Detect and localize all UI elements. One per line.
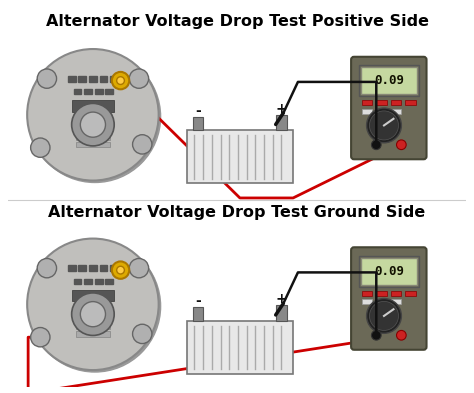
- Bar: [187, 130, 293, 184]
- Circle shape: [117, 77, 124, 84]
- Bar: [376, 299, 387, 304]
- Bar: [362, 299, 373, 304]
- Bar: [75, 323, 110, 329]
- Bar: [75, 141, 110, 147]
- Circle shape: [31, 138, 50, 157]
- Bar: [110, 76, 118, 81]
- Bar: [193, 117, 203, 130]
- FancyBboxPatch shape: [351, 247, 427, 350]
- Circle shape: [372, 140, 381, 150]
- Bar: [376, 109, 387, 114]
- Circle shape: [37, 259, 56, 278]
- Circle shape: [72, 103, 114, 146]
- Bar: [78, 265, 86, 271]
- Bar: [187, 321, 293, 374]
- Circle shape: [397, 140, 406, 150]
- Bar: [89, 265, 97, 271]
- Bar: [359, 66, 419, 96]
- Text: -: -: [195, 104, 201, 118]
- Text: 0.09: 0.09: [374, 74, 404, 88]
- Circle shape: [27, 49, 159, 180]
- Bar: [361, 68, 417, 94]
- Bar: [75, 134, 110, 140]
- Bar: [84, 89, 92, 94]
- Circle shape: [397, 331, 406, 340]
- Circle shape: [37, 69, 56, 88]
- Circle shape: [366, 299, 401, 333]
- Bar: [362, 291, 373, 296]
- Circle shape: [129, 69, 149, 88]
- Bar: [72, 290, 114, 301]
- Bar: [405, 291, 416, 296]
- Bar: [100, 76, 108, 81]
- Bar: [405, 100, 416, 105]
- Circle shape: [81, 112, 106, 137]
- Text: -: -: [195, 294, 201, 309]
- Circle shape: [133, 135, 152, 154]
- Bar: [78, 76, 86, 81]
- Circle shape: [117, 266, 124, 274]
- Bar: [68, 265, 75, 271]
- Circle shape: [81, 301, 106, 327]
- Bar: [391, 100, 401, 105]
- Bar: [193, 307, 203, 321]
- Bar: [376, 100, 387, 105]
- Bar: [75, 308, 110, 314]
- Bar: [75, 331, 110, 337]
- Circle shape: [369, 111, 399, 140]
- Circle shape: [72, 293, 114, 336]
- Bar: [391, 109, 401, 114]
- FancyBboxPatch shape: [351, 57, 427, 159]
- Bar: [362, 100, 373, 105]
- Circle shape: [369, 301, 399, 331]
- Circle shape: [366, 108, 401, 143]
- Text: Alternator Voltage Drop Test Ground Side: Alternator Voltage Drop Test Ground Side: [48, 205, 426, 220]
- Circle shape: [29, 241, 161, 372]
- Bar: [106, 89, 113, 94]
- Bar: [75, 118, 110, 124]
- Text: +: +: [276, 292, 287, 307]
- Text: +: +: [276, 102, 287, 116]
- Circle shape: [112, 72, 129, 89]
- Bar: [73, 89, 82, 94]
- Bar: [84, 279, 92, 284]
- Circle shape: [372, 331, 381, 340]
- Bar: [276, 115, 287, 130]
- Text: Alternator Voltage Drop Test Positive Side: Alternator Voltage Drop Test Positive Si…: [46, 15, 428, 29]
- Bar: [359, 256, 419, 287]
- Circle shape: [31, 327, 50, 347]
- Bar: [376, 291, 387, 296]
- Bar: [362, 109, 373, 114]
- Bar: [89, 76, 97, 81]
- Bar: [276, 305, 287, 321]
- Bar: [110, 265, 118, 271]
- Bar: [106, 279, 113, 284]
- Bar: [95, 279, 102, 284]
- Circle shape: [129, 259, 149, 278]
- Circle shape: [29, 51, 161, 182]
- Bar: [100, 265, 108, 271]
- Bar: [68, 76, 75, 81]
- Circle shape: [112, 261, 129, 279]
- Bar: [391, 299, 401, 304]
- Bar: [361, 258, 417, 285]
- Bar: [73, 279, 82, 284]
- Bar: [75, 316, 110, 321]
- Bar: [72, 100, 114, 112]
- Circle shape: [133, 324, 152, 343]
- Circle shape: [27, 239, 159, 370]
- Bar: [391, 291, 401, 296]
- Text: 0.09: 0.09: [374, 265, 404, 278]
- Bar: [95, 89, 102, 94]
- Bar: [75, 126, 110, 132]
